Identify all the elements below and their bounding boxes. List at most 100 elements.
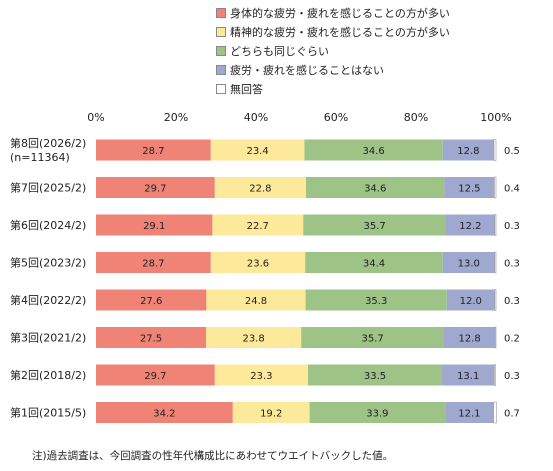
- bar-segment: [212, 214, 304, 236]
- legend-swatch-none: [216, 64, 226, 75]
- bar-value-label: 29.7: [144, 184, 166, 195]
- bar-segment: [206, 327, 302, 348]
- bar-segment: [96, 139, 211, 161]
- bar-value-label: 0.3: [504, 296, 520, 307]
- bar-segment: [444, 327, 496, 348]
- legend-item-both: どちらも同じぐらい: [216, 41, 450, 60]
- legend-item-none: 疲労・疲れを感じることはない: [216, 60, 450, 79]
- bar-segment: [214, 177, 306, 198]
- category-label: 第3回(2021/2): [10, 331, 86, 345]
- bar-value-label: 34.6: [364, 184, 386, 195]
- x-tick-label: 40%: [244, 111, 268, 124]
- legend-swatch-both: [216, 45, 226, 56]
- bar-segment: [210, 252, 306, 273]
- bar-segment: [493, 139, 497, 161]
- bar-segment: [446, 214, 495, 236]
- legend-item-no-answer: 無回答: [216, 79, 450, 98]
- bar-value-label: 28.7: [142, 146, 164, 157]
- bar-value-label: 0.5: [504, 146, 520, 157]
- bar-value-label: 24.8: [245, 296, 267, 307]
- bar-value-label: 12.2: [459, 221, 481, 232]
- bar-segment: [442, 364, 495, 386]
- bar-value-label: 35.7: [361, 334, 383, 345]
- bar-segment: [305, 252, 443, 273]
- bar-value-label: 34.2: [153, 409, 175, 420]
- bar-segment: [493, 401, 497, 424]
- bar-segment: [303, 214, 446, 236]
- x-tick-label: 0%: [87, 111, 104, 124]
- bar-segment: [494, 214, 497, 236]
- category-label: 第6回(2024/2): [10, 218, 86, 232]
- bar-segment: [442, 139, 494, 161]
- bar-value-label: 12.0: [460, 296, 482, 307]
- category-label: 第5回(2023/2): [10, 256, 86, 270]
- bar-value-label: 35.3: [365, 296, 387, 307]
- legend-swatch-mental: [216, 26, 226, 37]
- x-tick-label: 80%: [404, 111, 428, 124]
- legend-swatch-no-answer: [216, 83, 226, 94]
- footnote: 注)過去調査は、今回調査の性年代構成比にあわせてウエイトバックした値。: [32, 450, 394, 462]
- bar-segment: [96, 402, 233, 423]
- bar-value-label: 29.7: [144, 371, 166, 382]
- legend-label-physical: 身体的な疲労・疲れを感じることの方が多い: [230, 6, 450, 20]
- bar-value-label: 0.7: [504, 409, 520, 420]
- bar-value-label: 12.8: [457, 146, 479, 157]
- bar-value-label: 13.0: [458, 259, 480, 270]
- bar-segment: [494, 289, 497, 311]
- x-tick-label: 60%: [324, 111, 348, 124]
- bar-segment: [494, 176, 497, 199]
- bar-value-label: 35.7: [363, 221, 385, 232]
- bar-segment: [444, 177, 495, 198]
- bar-segment: [301, 327, 444, 348]
- bar-segment: [494, 251, 497, 274]
- legend-label-both: どちらも同じぐらい: [230, 44, 329, 58]
- category-label: 第2回(2018/2): [10, 368, 86, 382]
- bar-segment: [96, 289, 207, 311]
- legend: 身体的な疲労・疲れを感じることの方が多い 精神的な疲労・疲れを感じることの方が多…: [216, 3, 450, 98]
- bar-value-label: 0.3: [504, 259, 520, 270]
- legend-label-none: 疲労・疲れを感じることはない: [230, 63, 384, 77]
- bar-value-label: 22.8: [249, 184, 271, 195]
- bar-value-label: 0.2: [504, 334, 520, 345]
- bar-value-label: 12.5: [458, 184, 480, 195]
- bar-value-label: 28.7: [142, 259, 164, 270]
- bar-value-label: 19.2: [260, 409, 282, 420]
- x-tick-label: 20%: [164, 111, 188, 124]
- legend-label-mental: 精神的な疲労・疲れを感じることの方が多い: [230, 25, 450, 39]
- bar-value-label: 22.7: [247, 221, 269, 232]
- bar-segment: [309, 402, 446, 423]
- bar-value-label: 27.6: [140, 296, 162, 307]
- bar-segment: [210, 139, 305, 161]
- category-label: 第1回(2015/5): [10, 406, 86, 420]
- bar-segment: [306, 177, 445, 198]
- bar-value-label: 23.8: [242, 334, 264, 345]
- bar-segment: [442, 252, 495, 273]
- bar-value-label: 33.5: [364, 371, 386, 382]
- bar-value-label: 23.6: [247, 259, 269, 270]
- bar-segment: [96, 364, 215, 386]
- bar-segment: [494, 364, 496, 386]
- bar-segment: [206, 289, 306, 311]
- bar-value-label: 0.3: [504, 371, 520, 382]
- bar-value-label: 0.3: [504, 221, 520, 232]
- bar-segment: [445, 402, 494, 423]
- category-label: 第7回(2025/2): [10, 181, 86, 195]
- bar-segment: [304, 139, 443, 161]
- bar-value-label: 12.1: [458, 409, 480, 420]
- legend-label-no-answer: 無回答: [230, 82, 263, 96]
- bar-value-label: 23.4: [246, 146, 268, 157]
- bar-value-label: 33.9: [366, 409, 388, 420]
- bar-segment: [96, 214, 213, 236]
- bar-segment: [96, 252, 211, 273]
- bar-segment: [308, 364, 442, 386]
- bar-segment: [305, 289, 447, 311]
- bar-value-label: 34.4: [363, 259, 385, 270]
- bar-value-label: 23.3: [250, 371, 272, 382]
- bar-value-label: 29.1: [143, 221, 165, 232]
- x-tick-label: 100%: [480, 111, 511, 124]
- bar-value-label: 0.4: [504, 184, 520, 195]
- bar-segment: [214, 364, 308, 386]
- category-label: 第4回(2022/2): [10, 293, 86, 307]
- bar-value-label: 27.5: [140, 334, 162, 345]
